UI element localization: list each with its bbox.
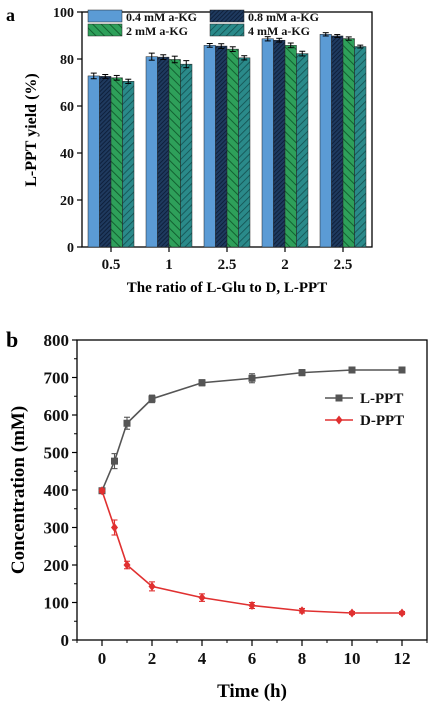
panel-b-data-point [198,593,206,603]
panel-b-y-axis: 0 100 200 300 400 500 600 700 800 [44,331,77,650]
panel-b-legend: L-PPT D-PPT [325,391,404,429]
panel-a-bar [226,48,239,248]
panel-a-y-tick-label: 20 [60,194,74,209]
panel-a-x-tick-label: 1 [165,257,173,273]
panel-b-data-point [248,601,256,610]
panel-b-data-point [298,369,306,377]
panel-a-bar [296,53,309,248]
panel-b-data-point [111,457,118,465]
panel-a-y-axis: 0 20 40 60 80 100 [53,6,82,256]
panel-b-data-point [148,581,156,591]
panel-b-label: b [6,327,18,352]
panel-b-series-line [101,369,402,492]
panel-a-bar [145,56,158,248]
panel-a-x-tick-label: 0.5 [102,257,121,273]
panel-b-x-tick-label: 0 [98,649,107,668]
panel-a-bar [342,38,355,248]
panel-b-x-axis: 0 2 4 6 8 10 12 [76,640,428,668]
panel-b-x-axis-label: Time (h) [217,681,287,702]
panel-a-y-tick-label: 100 [53,6,74,21]
panel-a-legend-label: 4 mM a-KG [248,24,310,38]
panel-a-x-tick-label: 2 [281,257,289,273]
panel-b-series-line [101,490,402,614]
panel-b-x-tick-label: 6 [248,649,257,668]
panel-a-bar [157,56,170,248]
panel-a-legend-swatch [209,23,245,37]
panel-b-x-tick-label: 8 [298,649,307,668]
panel-b-data-point [348,608,356,618]
panel-b-data-point [111,523,118,532]
panel-b-frame [76,339,428,641]
panel-a-y-tick-label: 0 [67,241,74,256]
panel-b-y-tick-label: 300 [44,519,70,538]
panel-a-bar [273,39,286,248]
panel-a-bar [331,35,344,248]
panel-a-bar [203,45,216,248]
panel-a-bars [87,32,367,248]
panel-b-y-axis-label: Concentration (mM) [8,406,29,574]
panel-b-x-tick-label: 2 [148,649,157,668]
panel-b-y-tick-label: 500 [44,444,70,463]
panel-a-legend-swatch [209,9,245,23]
panel-a-bar [168,59,181,248]
panel-b-legend-marker [335,394,343,402]
panel-a-legend-swatch [87,9,123,23]
panel-a-y-tick-label: 60 [60,100,74,115]
panel-a-bar [261,38,274,248]
panel-b-data-point [123,560,131,570]
panel-b-data-point [248,374,256,382]
panel-a-legend-swatch [87,23,123,37]
panel-b-y-tick-label: 0 [61,631,70,650]
panel-a-x-tick-label: 2.5 [218,257,237,273]
panel-a-bar [110,77,123,248]
panel-a-bar [354,46,367,248]
panel-a-y-tick-label: 40 [60,147,74,162]
panel-a-x-tick-label: 2.5 [334,257,353,273]
panel-b-y-tick-label: 200 [44,556,70,575]
panel-b-y-tick-label: 700 [44,369,70,388]
panel-b-data-point [398,366,406,374]
panel-b-legend-label: D-PPT [360,413,404,429]
panel-b-x-tick-label: 10 [344,649,361,668]
panel-a-bar [180,63,193,248]
panel-b-x-tick-label: 12 [394,649,411,668]
panel-a-y-tick-label: 80 [60,53,74,68]
panel-b-data-point [298,606,306,616]
panel-b-data-point [348,366,356,374]
panel-a-legend-label: 0.4 mM a-KG [126,10,197,24]
panel-b-x-tick-label: 4 [198,649,207,668]
panel-b-y-tick-label: 100 [44,594,70,613]
panel-b-legend-marker [335,415,343,425]
panel-b-y-tick-label: 600 [44,406,70,425]
panel-b-data-point [98,486,106,496]
panel-a-bar [284,45,297,248]
panel-a-label: a [6,5,15,25]
panel-a-legend-label: 2 mM a-KG [126,24,188,38]
panel-a-legend-label: 0.8 mM a-KG [248,10,319,24]
panel-a-bar [122,81,135,248]
panel-a-x-axis: 0.5 1 2.5 2 2.5 [102,247,353,273]
panel-b-data-point [123,419,131,427]
panel-b-y-tick-label: 400 [44,481,70,500]
panel-a-bar [238,57,251,248]
panel-b-data-point [198,379,206,387]
panel-b-data-point [148,395,156,403]
panel-a-legend: 0.4 mM a-KG 0.8 mM a-KG 2 mM a-KG 4 mM a-KG [87,9,319,38]
panel-b-series [98,366,406,618]
panel-a-bar [99,76,112,248]
panel-b-data-point [398,608,406,618]
panel-a-y-axis-label: L-PPT yield (%) [23,73,40,186]
panel-a-bar [215,45,228,248]
panel-a-x-axis-label: The ratio of L-Glu to D, L-PPT [127,280,327,296]
panel-b-y-tick-label: 800 [44,331,70,350]
panel-a-bar [319,34,332,248]
panel-b-line-chart: b 0 100 200 300 400 500 600 700 800 0 2 4 6 8 10 12 L-… [6,327,428,702]
panel-a-bar [87,75,100,248]
panel-b-legend-label: L-PPT [360,391,403,407]
